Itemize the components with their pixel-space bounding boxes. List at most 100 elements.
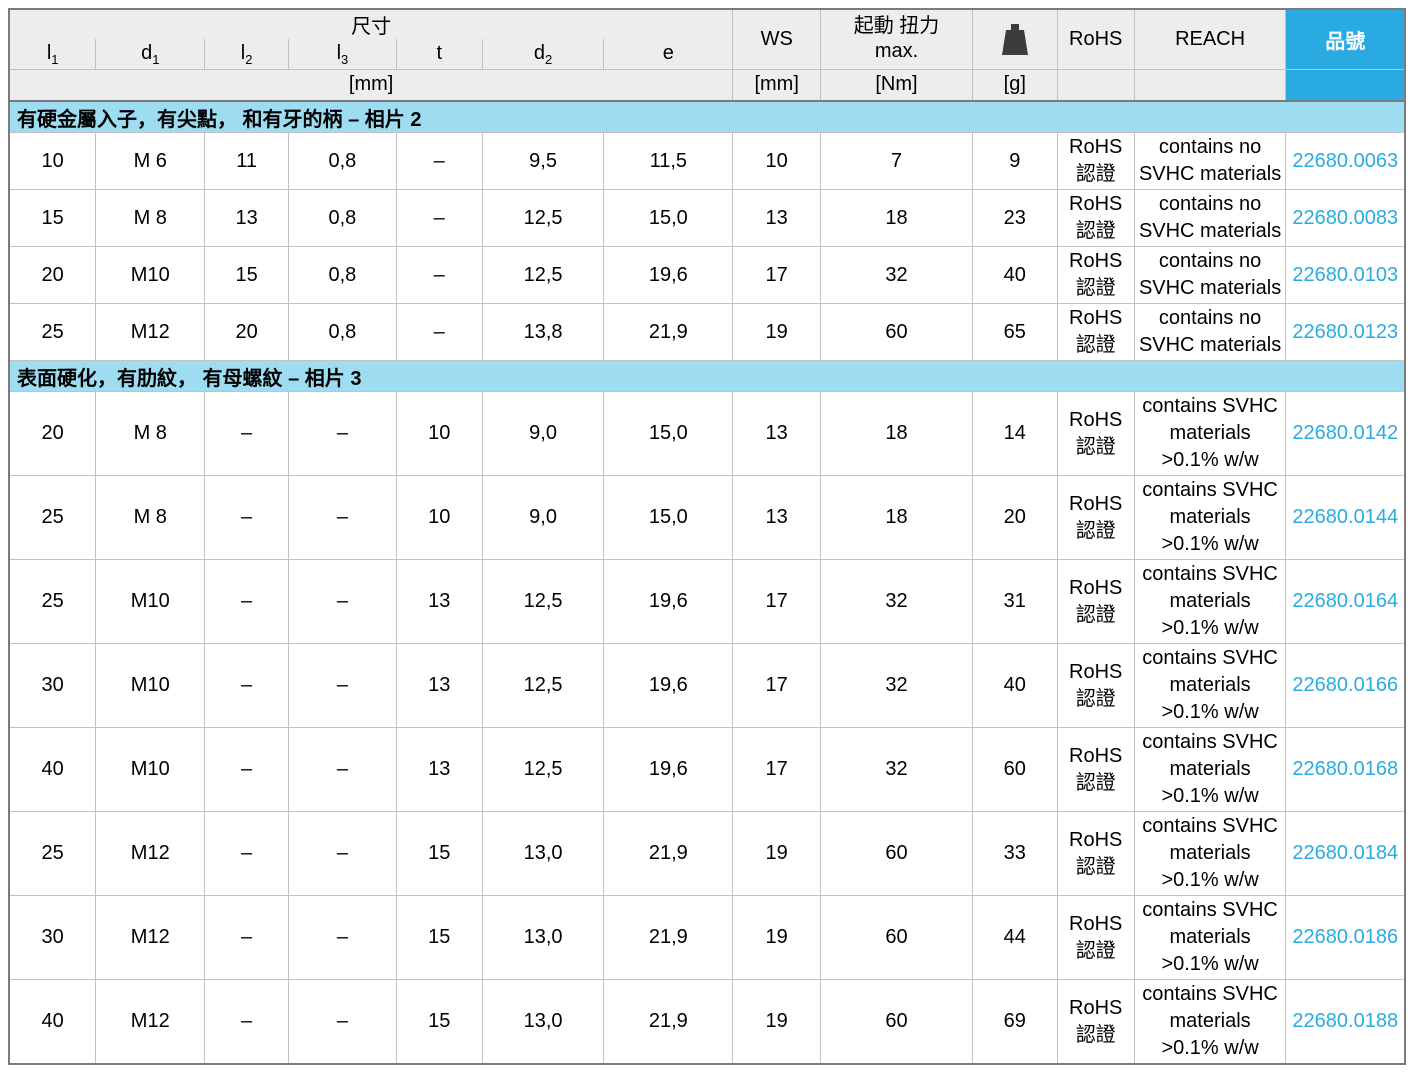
cell-l2: –: [204, 895, 290, 980]
cell-d1: M12: [95, 979, 206, 1065]
cell-l1: 25: [8, 559, 97, 644]
unit-ws: [mm]: [732, 68, 822, 102]
rohs-line: RoHS: [1069, 660, 1123, 683]
part-number-link[interactable]: 22680.0083: [1285, 189, 1406, 247]
cell-l1: 30: [8, 895, 97, 980]
table-row: 20 M10 15 0,8 – 12,5 19,6 17 32 40 RoHS 認…: [8, 246, 1406, 304]
rohs-line: 認證: [1075, 939, 1116, 962]
cell-d1: M10: [95, 246, 206, 304]
part-number-link[interactable]: 22680.0063: [1285, 132, 1406, 190]
cell-d2: 13,0: [481, 811, 605, 896]
reach-line: >0.1% w/w: [1161, 1037, 1259, 1059]
rohs-line: RoHS: [1069, 744, 1123, 767]
cell-rohs: RoHS 認證: [1056, 475, 1135, 560]
cell-t: 13: [395, 727, 483, 812]
table-row: 25 M10 – – 13 12,5 19,6 17 32 31 RoHS 認證 …: [8, 559, 1406, 644]
cell-e: 19,6: [603, 643, 734, 728]
reach-line: contains no: [1158, 307, 1262, 329]
col-header-d2: d2: [481, 38, 605, 70]
reach-line: >0.1% w/w: [1161, 701, 1259, 723]
part-number-link[interactable]: 22680.0184: [1285, 811, 1406, 896]
cell-l2: 13: [204, 189, 290, 247]
reach-line: materials: [1169, 674, 1251, 696]
rohs-line: RoHS: [1069, 828, 1123, 851]
cell-torque: 18: [820, 475, 973, 560]
cell-l3: –: [288, 979, 397, 1065]
cell-weight: 69: [971, 979, 1058, 1065]
cell-l3: –: [288, 391, 397, 476]
cell-weight: 20: [971, 475, 1058, 560]
cell-l3: 0,8: [288, 189, 397, 247]
reach-line: materials: [1169, 506, 1251, 528]
reach-line: materials: [1169, 590, 1251, 612]
part-number-link[interactable]: 22680.0186: [1285, 895, 1406, 980]
cell-ws: 19: [732, 303, 822, 361]
cell-ws: 17: [732, 559, 822, 644]
section-title: 有硬金屬入子，有尖點， 和有牙的柄 – 相片 2: [8, 100, 1406, 133]
part-number-link[interactable]: 22680.0164: [1285, 559, 1406, 644]
cell-ws: 13: [732, 475, 822, 560]
unit-mm-dimensions: [mm]: [8, 68, 734, 102]
cell-l2: 11: [204, 132, 290, 190]
cell-d2: 13,0: [481, 979, 605, 1065]
table-row: 25 M 8 – – 10 9,0 15,0 13 18 20 RoHS 認證 c…: [8, 475, 1406, 560]
part-number-link[interactable]: 22680.0144: [1285, 475, 1406, 560]
cell-rohs: RoHS 認證: [1056, 895, 1135, 980]
part-number-link[interactable]: 22680.0103: [1285, 246, 1406, 304]
rohs-line: 認證: [1075, 1023, 1116, 1046]
reach-line: contains SVHC: [1142, 815, 1278, 837]
cell-d1: M 6: [95, 132, 206, 190]
cell-reach: contains no SVHC materials: [1133, 132, 1287, 190]
weight-icon: [1001, 23, 1028, 55]
product-table: 尺寸 WS 起動 扭力 max. RoHS REACH 品號 l1 d1 l2 …: [8, 8, 1406, 1065]
cell-d1: M10: [95, 727, 206, 812]
cell-e: 21,9: [603, 979, 734, 1065]
cell-ws: 17: [732, 727, 822, 812]
part-number-link[interactable]: 22680.0123: [1285, 303, 1406, 361]
cell-d1: M10: [95, 559, 206, 644]
part-number-link[interactable]: 22680.0142: [1285, 391, 1406, 476]
cell-d1: M 8: [95, 391, 206, 476]
table-body: 有硬金屬入子，有尖點， 和有牙的柄 – 相片 2 10 M 6 11 0,8 –…: [8, 100, 1406, 1065]
rohs-line: 認證: [1075, 603, 1116, 626]
rohs-line: RoHS: [1069, 250, 1123, 272]
reach-line: contains no: [1158, 250, 1262, 272]
cell-l1: 40: [8, 979, 97, 1065]
rohs-line: RoHS: [1069, 912, 1123, 935]
unit-weight: [g]: [971, 68, 1058, 102]
cell-weight: 40: [971, 246, 1058, 304]
cell-e: 15,0: [603, 391, 734, 476]
cell-rohs: RoHS 認證: [1056, 303, 1135, 361]
cell-l1: 25: [8, 303, 97, 361]
part-number-link[interactable]: 22680.0188: [1285, 979, 1406, 1065]
col-header-l2: l2: [204, 38, 290, 70]
cell-l1: 20: [8, 391, 97, 476]
col-header-e: e: [603, 38, 734, 70]
col-header-ws: WS: [732, 8, 822, 70]
cell-l3: –: [288, 475, 397, 560]
cell-l1: 25: [8, 811, 97, 896]
unit-reach-empty: [1133, 68, 1287, 102]
cell-reach: contains SVHC materials >0.1% w/w: [1133, 895, 1287, 980]
cell-weight: 33: [971, 811, 1058, 896]
cell-d2: 9,0: [481, 475, 605, 560]
part-number-link[interactable]: 22680.0168: [1285, 727, 1406, 812]
cell-l3: 0,8: [288, 132, 397, 190]
cell-weight: 44: [971, 895, 1058, 980]
section-header-row: 表面硬化，有肋紋， 有母螺紋 – 相片 3: [8, 360, 1406, 392]
cell-d1: M12: [95, 303, 206, 361]
table-row: 30 M10 – – 13 12,5 19,6 17 32 40 RoHS 認證 …: [8, 643, 1406, 728]
part-number-link[interactable]: 22680.0166: [1285, 643, 1406, 728]
col-group-dimensions: 尺寸: [8, 8, 734, 39]
table-row: 20 M 8 – – 10 9,0 15,0 13 18 14 RoHS 認證 c…: [8, 391, 1406, 476]
cell-l2: 20: [204, 303, 290, 361]
cell-e: 15,0: [603, 475, 734, 560]
cell-l3: –: [288, 559, 397, 644]
cell-l3: –: [288, 643, 397, 728]
col-header-rohs: RoHS: [1056, 8, 1135, 70]
cell-reach: contains no SVHC materials: [1133, 303, 1287, 361]
table-row: 40 M10 – – 13 12,5 19,6 17 32 60 RoHS 認證 …: [8, 727, 1406, 812]
cell-torque: 18: [820, 189, 973, 247]
cell-l3: 0,8: [288, 303, 397, 361]
cell-torque: 60: [820, 303, 973, 361]
